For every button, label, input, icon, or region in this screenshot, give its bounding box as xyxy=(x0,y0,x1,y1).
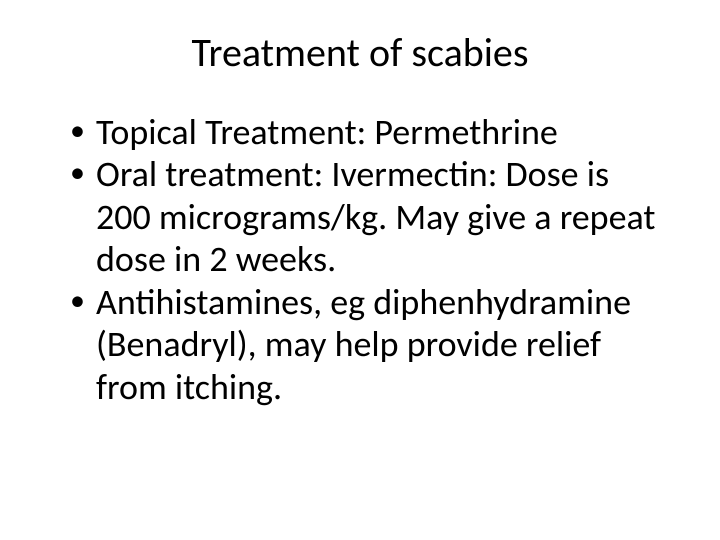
list-item: Antihistamines, eg diphenhydramine (Bena… xyxy=(70,281,660,408)
list-item: Oral treatment: Ivermectin: Dose is 200 … xyxy=(70,153,660,280)
bullet-list: Topical Treatment: Permethrine Oral trea… xyxy=(60,111,660,408)
slide-title: Treatment of scabies xyxy=(60,28,660,77)
list-item: Topical Treatment: Permethrine xyxy=(70,111,660,153)
slide: Treatment of scabies Topical Treatment: … xyxy=(0,0,720,540)
